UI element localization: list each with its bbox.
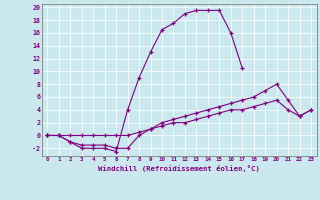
X-axis label: Windchill (Refroidissement éolien,°C): Windchill (Refroidissement éolien,°C) [98,165,260,172]
